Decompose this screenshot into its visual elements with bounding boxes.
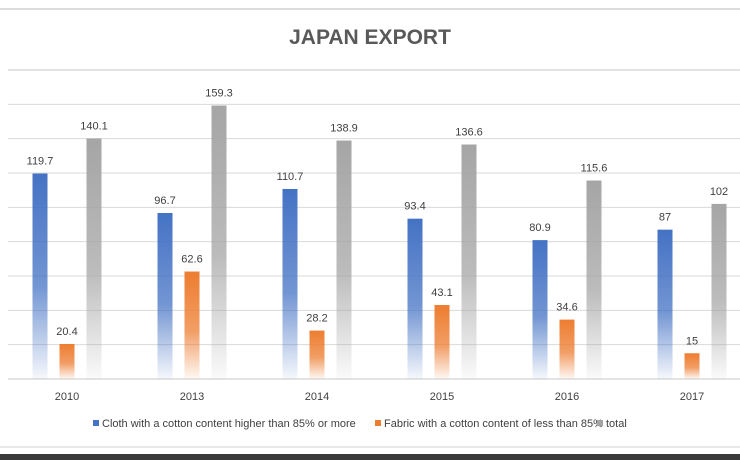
legend-item: Fabric with a cotton content of less tha… <box>375 418 603 430</box>
bar-2016-series-2 <box>586 180 602 379</box>
chart-title: JAPAN EXPORT <box>289 26 451 49</box>
data-label: 20.4 <box>56 326 77 338</box>
x-tick-label: 2015 <box>430 391 454 403</box>
bar-2015-series-1 <box>434 305 450 379</box>
x-tick-label: 2014 <box>305 391 329 403</box>
bar-2010-series-1 <box>59 343 75 379</box>
data-label: 62.6 <box>181 254 202 266</box>
bar-2013-series-2 <box>211 105 227 379</box>
data-label: 87 <box>659 212 671 224</box>
bar-2015-series-2 <box>461 144 477 379</box>
data-label: 140.1 <box>80 120 108 132</box>
legend-swatch <box>93 420 99 426</box>
bar-2015-series-0 <box>407 218 423 379</box>
bar-2017-series-0 <box>657 229 673 379</box>
data-label: 159.3 <box>205 88 233 100</box>
legend-label: Fabric with a cotton content of less tha… <box>384 418 603 430</box>
data-label: 93.4 <box>404 201 425 213</box>
data-label: 119.7 <box>27 156 54 168</box>
data-label: 34.6 <box>556 302 577 314</box>
legend-swatch <box>597 420 603 426</box>
bar-2010-series-0 <box>32 173 48 379</box>
x-tick-label: 2010 <box>55 391 79 403</box>
bar-2017-series-2 <box>711 203 727 379</box>
bar-2014-series-2 <box>336 140 352 379</box>
legend-swatch <box>375 420 381 426</box>
bar-2014-series-1 <box>309 330 325 379</box>
legend-label: Cloth with a cotton content higher than … <box>102 418 356 430</box>
bar-2016-series-1 <box>559 319 575 379</box>
bar-2017-series-1 <box>684 353 700 379</box>
data-label: 96.7 <box>154 195 175 207</box>
bar-2014-series-0 <box>282 188 298 379</box>
data-label: 110.7 <box>277 171 304 183</box>
legend-label: total <box>606 418 627 430</box>
x-tick-label: 2013 <box>180 391 204 403</box>
legend-item: total <box>597 418 627 430</box>
legend-item: Cloth with a cotton content higher than … <box>93 418 356 430</box>
bar-2013-series-0 <box>157 212 173 379</box>
data-label: 136.6 <box>455 127 483 139</box>
data-label: 138.9 <box>330 123 358 135</box>
data-label: 28.2 <box>306 313 327 325</box>
data-label: 80.9 <box>529 222 550 234</box>
data-label: 15 <box>686 335 698 347</box>
data-label: 102 <box>710 186 728 198</box>
data-label: 43.1 <box>431 287 452 299</box>
bar-2016-series-0 <box>532 240 548 379</box>
bar-2010-series-2 <box>86 138 102 379</box>
bar-2013-series-1 <box>184 271 200 379</box>
data-label: 115.6 <box>581 163 608 175</box>
x-tick-label: 2017 <box>680 391 704 403</box>
x-tick-label: 2016 <box>555 391 579 403</box>
window-bottom-edge <box>0 454 740 460</box>
